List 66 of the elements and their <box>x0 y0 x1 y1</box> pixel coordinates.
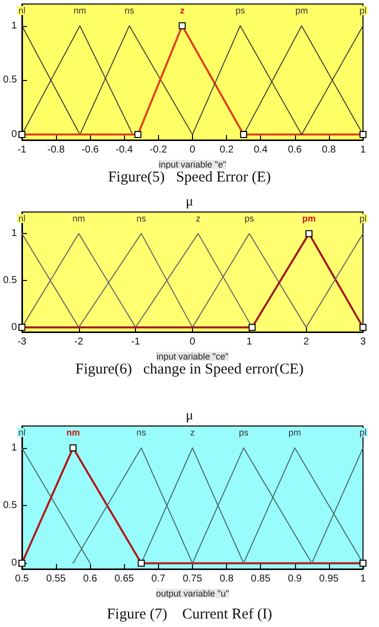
x-tick-label: 0.75 <box>182 574 203 584</box>
x-tick-label: -0.6 <box>82 144 100 156</box>
series-label: pm <box>295 6 308 16</box>
series-label: z <box>190 428 196 438</box>
x-tick-label: 0.9 <box>288 574 302 584</box>
series-label: ps <box>238 428 249 438</box>
series-label: pl <box>359 6 367 16</box>
x-tick-label: -1 <box>17 144 27 156</box>
x-tick-label: 0.8 <box>322 144 336 156</box>
x-tick-label: 1 <box>360 144 366 156</box>
series-label: nl <box>18 428 26 438</box>
x-tick-label: -2 <box>74 336 84 348</box>
x-axis-title: output variable "u" <box>156 588 229 598</box>
series-label: z <box>180 6 185 16</box>
x-tick-label: 0.65 <box>114 574 134 584</box>
series-label: pl <box>359 214 367 224</box>
y-tick-label: 1 <box>11 228 18 240</box>
series-label: nm <box>74 6 86 16</box>
x-tick-label: 0.2 <box>220 144 234 156</box>
series-label: pl <box>359 428 367 438</box>
x-tick-label: -1 <box>131 336 140 348</box>
series-label: nl <box>18 214 26 224</box>
x-tick-label: -3 <box>17 336 27 348</box>
y-tick-label: 1 <box>11 20 18 32</box>
y-tick-label: 1 <box>11 442 18 454</box>
x-tick-label: 3 <box>360 336 366 348</box>
x-tick-label: 0.95 <box>319 574 340 584</box>
x-tick-label: 0.85 <box>250 574 271 584</box>
series-label: ns <box>124 6 135 16</box>
text: Figure(5) Speed Error (E) <box>108 170 271 186</box>
x-tick-label: 0.6 <box>288 144 302 156</box>
x-tick-label: 1 <box>360 574 366 584</box>
y-tick-label: 0.5 <box>2 74 18 86</box>
x-tick-label: -0.8 <box>47 144 66 156</box>
x-tick-label: 0 <box>190 336 196 348</box>
x-axis-title: input variable "e" <box>158 159 226 170</box>
y-tick-label: 0.5 <box>2 274 18 286</box>
series-label: z <box>196 214 201 224</box>
text: Figure (7) Current Ref (I) <box>106 606 272 622</box>
series-label: ps <box>235 6 246 16</box>
y-tick-label: 0 <box>11 558 18 569</box>
y-axis-title: μ <box>186 194 194 210</box>
series-label: nl <box>18 6 26 16</box>
x-tick-label: 1 <box>246 336 253 348</box>
x-tick-label: 0.4 <box>254 144 268 156</box>
y-tick-label: 0 <box>11 322 18 333</box>
x-tick-label: -0.4 <box>116 144 134 156</box>
x-tick-label: 0.6 <box>83 574 98 584</box>
series-label: ps <box>244 214 255 224</box>
series-label: ns <box>136 428 147 438</box>
series-label: nm <box>72 214 86 224</box>
text: Figure(6) change in Speed error(CE) <box>75 362 304 378</box>
x-tick-label: 0.7 <box>151 574 166 584</box>
series-label: pm <box>288 428 302 438</box>
series-label: pm <box>302 214 316 224</box>
y-tick-label: 0.5 <box>2 500 18 512</box>
x-tick-label: -0.2 <box>150 144 168 156</box>
series-label: ns <box>136 214 147 224</box>
y-tick-label: 0 <box>11 129 18 140</box>
x-tick-label: 0.8 <box>220 574 234 584</box>
y-axis-title: μ <box>186 408 194 424</box>
x-tick-label: 0.55 <box>46 574 66 584</box>
x-tick-label: 0 <box>190 144 196 156</box>
x-tick-label: 2 <box>303 336 310 348</box>
x-axis-title: input variable "ce" <box>156 351 228 362</box>
series-label: nm <box>66 428 80 438</box>
